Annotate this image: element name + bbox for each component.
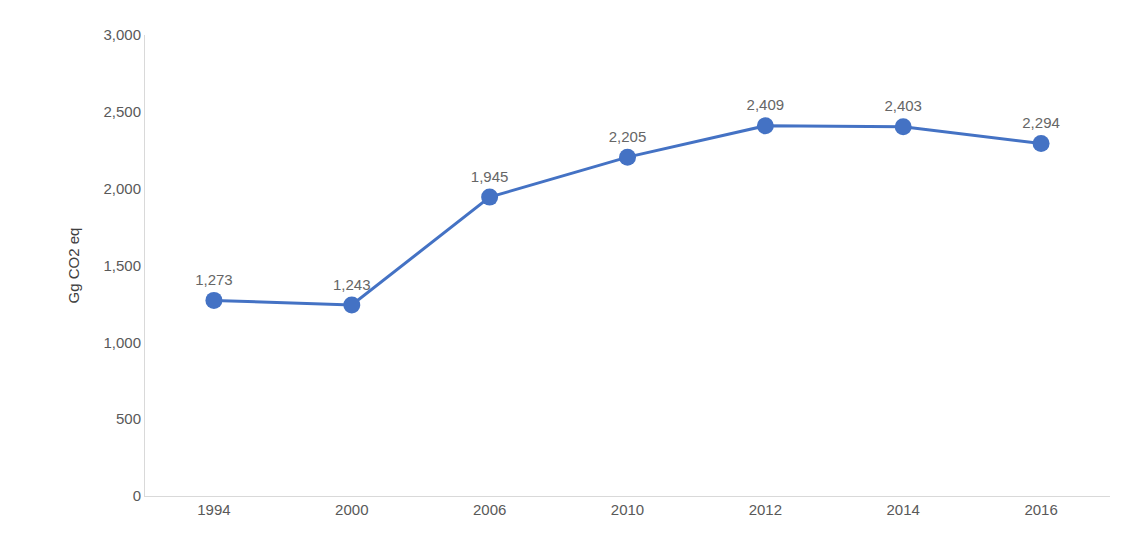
svg-text:2012: 2012: [749, 501, 782, 518]
svg-text:2,409: 2,409: [747, 96, 785, 113]
svg-text:1994: 1994: [197, 501, 230, 518]
svg-text:2006: 2006: [473, 501, 506, 518]
svg-text:1,000: 1,000: [103, 334, 141, 351]
svg-text:2,294: 2,294: [1022, 114, 1060, 131]
svg-text:1,243: 1,243: [333, 276, 371, 293]
svg-text:2010: 2010: [611, 501, 644, 518]
svg-text:2016: 2016: [1024, 501, 1057, 518]
svg-text:2,000: 2,000: [103, 180, 141, 197]
svg-text:Gg CO2 eq: Gg CO2 eq: [65, 228, 82, 304]
svg-text:2,403: 2,403: [884, 97, 922, 114]
svg-text:1,273: 1,273: [195, 271, 233, 288]
svg-text:500: 500: [116, 410, 141, 427]
svg-text:2014: 2014: [887, 501, 920, 518]
svg-text:2,500: 2,500: [103, 103, 141, 120]
svg-text:1,500: 1,500: [103, 257, 141, 274]
svg-text:2000: 2000: [335, 501, 368, 518]
svg-text:1,945: 1,945: [471, 168, 509, 185]
svg-text:0: 0: [133, 487, 141, 504]
svg-text:3,000: 3,000: [103, 26, 141, 43]
svg-text:2,205: 2,205: [609, 128, 647, 145]
